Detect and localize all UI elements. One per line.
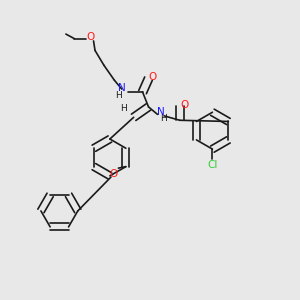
Text: O: O [110,169,118,179]
Text: H: H [160,114,167,123]
Text: O: O [149,72,157,82]
Text: Cl: Cl [207,160,218,170]
Text: H: H [120,104,127,113]
Text: O: O [86,32,95,42]
Text: N: N [157,107,164,117]
Text: N: N [118,83,126,93]
Text: H: H [115,91,122,100]
Text: O: O [180,100,188,110]
